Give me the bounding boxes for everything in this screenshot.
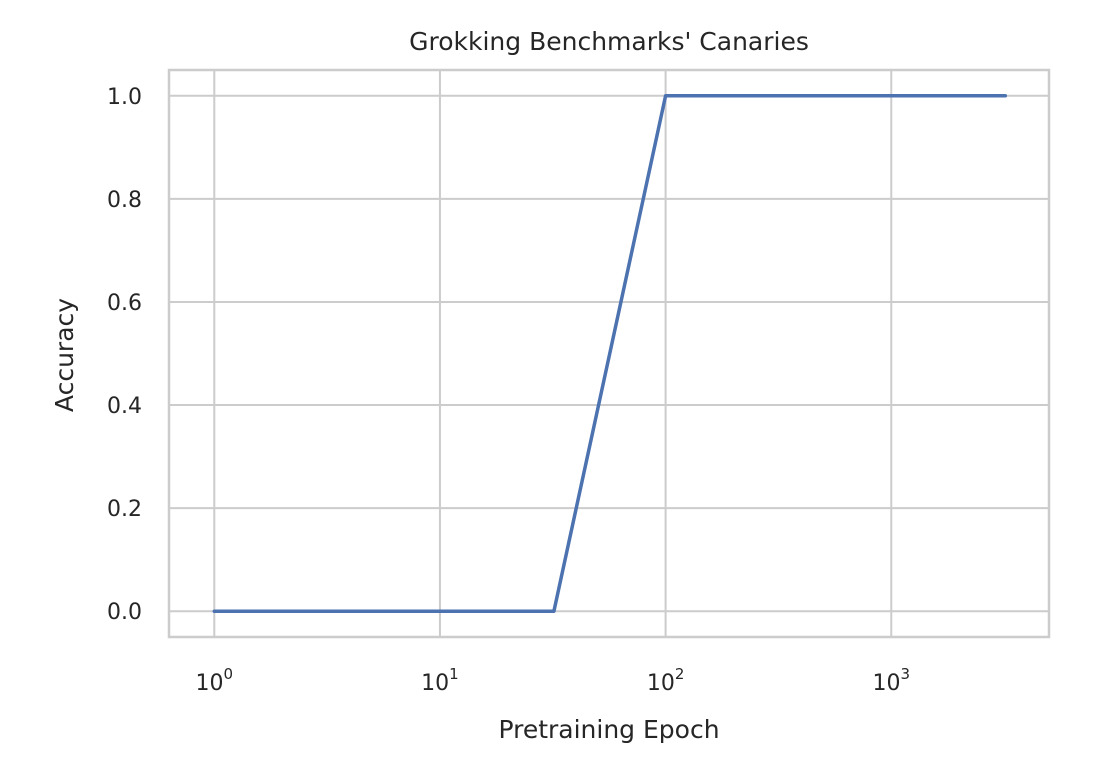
x-tick-exponent: 0 <box>224 665 234 683</box>
y-tick-label: 0.4 <box>107 394 142 419</box>
plot-frame <box>167 68 1051 639</box>
x-tick-exponent: 1 <box>449 665 459 683</box>
y-tick-label: 0.0 <box>107 600 142 625</box>
x-tick-base: 10 <box>421 671 449 696</box>
x-tick-label: 103 <box>872 665 910 696</box>
series-line <box>212 94 1008 613</box>
x-tick-label: 101 <box>421 665 459 696</box>
x-tick-label: 102 <box>647 665 685 696</box>
x-tick-base: 10 <box>647 671 675 696</box>
y-tick-label: 1.0 <box>107 85 142 110</box>
y-tick-label: 0.8 <box>107 188 142 213</box>
x-tick-exponent: 2 <box>675 665 685 683</box>
y-axis-label: Accuracy <box>50 298 79 412</box>
x-tick-labels: 100 101 102 103 <box>196 665 911 696</box>
x-tick-base: 10 <box>196 671 224 696</box>
x-tick-exponent: 3 <box>900 665 910 683</box>
chart-title: Grokking Benchmarks' Canaries <box>409 27 809 56</box>
x-axis-label: Pretraining Epoch <box>498 715 719 744</box>
x-tick-base: 10 <box>872 671 900 696</box>
y-tick-label: 0.2 <box>107 497 142 522</box>
series-layer <box>212 94 1008 613</box>
x-tick-label: 100 <box>196 665 234 696</box>
y-tick-labels: 0.0 0.2 0.4 0.6 0.8 1.0 <box>107 85 142 625</box>
y-tick-label: 0.6 <box>107 291 142 316</box>
